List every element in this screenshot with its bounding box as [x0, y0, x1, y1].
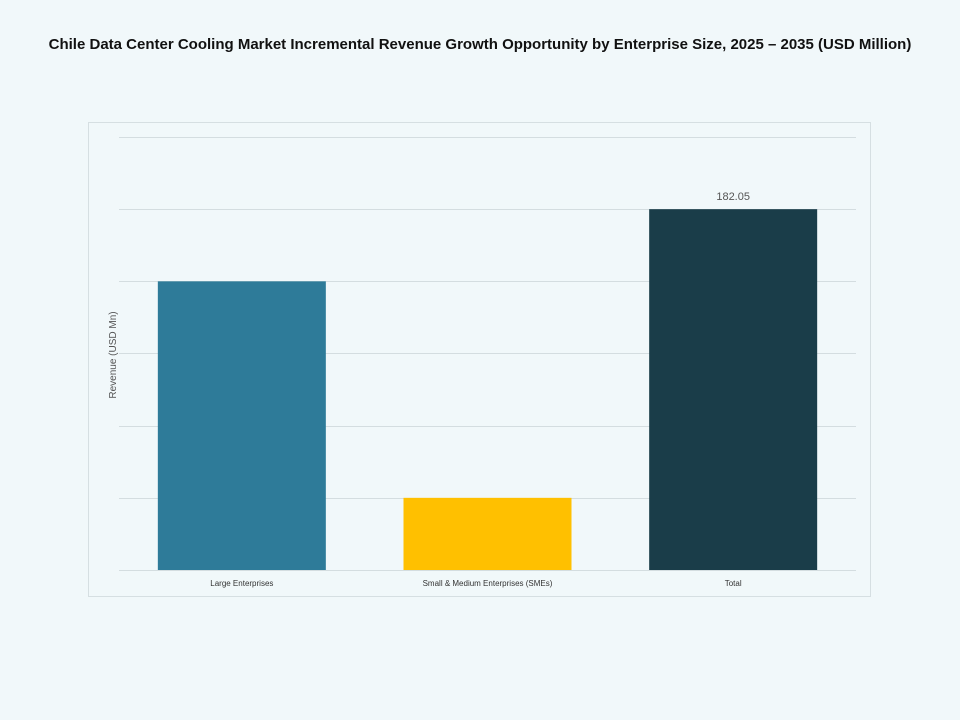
- chart-frame: [88, 122, 871, 597]
- bar: [649, 209, 818, 570]
- bar: [157, 281, 326, 570]
- y-axis-label: Revenue (USD Mn): [108, 311, 119, 398]
- data-label: 182.05: [716, 191, 750, 203]
- x-tick-label: Large Enterprises: [210, 579, 273, 588]
- x-tick-label: Total: [725, 579, 742, 588]
- labels: Large Enterprises Small & Medium Enterpri…: [210, 191, 750, 588]
- x-tick-label: Small & Medium Enterprises (SMEs): [423, 579, 553, 588]
- chart-title: Chile Data Center Cooling Market Increme…: [48, 36, 912, 53]
- bar: [403, 497, 572, 570]
- bars: [157, 209, 818, 570]
